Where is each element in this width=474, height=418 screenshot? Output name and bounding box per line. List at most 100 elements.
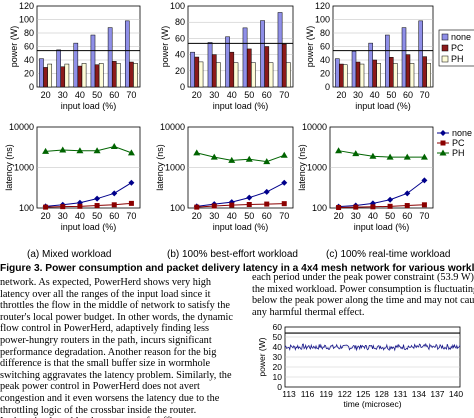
left-text-line: flow control in PowerHerd, adaptively fi… <box>0 323 210 335</box>
bar-pc <box>111 61 117 88</box>
legend-swatch-pc <box>441 44 449 52</box>
y-tick-label: 100 <box>170 203 185 213</box>
legend-label-pc: PC <box>452 138 465 148</box>
marker-ph <box>210 153 218 160</box>
bar-none <box>225 36 230 88</box>
marker-pc <box>370 204 376 210</box>
x-tick-label: 116 <box>301 389 315 399</box>
y-tick-label: 20 <box>273 362 283 372</box>
y-tick-label: 10000 <box>160 122 185 132</box>
bar-ph <box>47 63 53 88</box>
marker-pc <box>211 203 217 209</box>
series-line-ph <box>45 145 132 154</box>
y-tick-label: 100 <box>170 1 185 11</box>
bar-pc <box>422 56 427 88</box>
x-tick-label: 60 <box>262 90 272 100</box>
y-tick-label: 60 <box>273 322 283 332</box>
y-tick-label: 100 <box>312 203 327 213</box>
y-tick-label: 60 <box>24 42 34 52</box>
x-axis-label: input load (%) <box>61 222 117 232</box>
left-text-line: performance degradation. Another reason … <box>0 346 217 358</box>
y-tick-label: 100 <box>19 15 34 25</box>
x-tick-label: 70 <box>126 211 136 221</box>
x-axis-label: input load (%) <box>213 222 269 232</box>
bar-plot-frame <box>187 5 294 88</box>
left-text-line: switching aggravates the latency problem… <box>0 369 232 381</box>
x-tick-label: 50 <box>244 90 254 100</box>
bar-ph <box>343 64 348 88</box>
bar-none <box>260 20 265 88</box>
y-tick-label: 30 <box>273 352 283 362</box>
marker-ph <box>439 149 447 156</box>
x-axis-label: input load (%) <box>61 101 117 111</box>
x-tick-label: 30 <box>351 211 361 221</box>
marker-none <box>440 130 446 136</box>
bar-ph <box>359 63 365 88</box>
legend-swatch-none <box>441 33 449 41</box>
bar-pc <box>60 66 66 88</box>
legend-label-none: none <box>451 32 471 42</box>
bar-pc <box>339 63 344 88</box>
marker-pc <box>60 204 66 210</box>
x-tick-label: 60 <box>109 90 119 100</box>
marker-none <box>404 190 411 197</box>
y-axis-label: power (W) <box>9 26 19 68</box>
x-tick-label: 30 <box>58 211 68 221</box>
x-tick-label: 20 <box>41 211 51 221</box>
left-text-line: network. As expected, PowerHerd shows ve… <box>0 277 212 288</box>
bar-pc <box>264 46 270 88</box>
bar-none <box>401 27 407 88</box>
x-tick-label: 30 <box>209 90 219 100</box>
legend-label-ph: PH <box>451 54 464 64</box>
bar-none <box>385 34 390 88</box>
bar-ph <box>268 62 274 88</box>
marker-ph <box>110 143 118 150</box>
series-line-pc <box>338 204 425 208</box>
y-tick-label: 80 <box>24 28 34 38</box>
right-text-line: below the peak power along the time and … <box>252 295 474 307</box>
bar-pc <box>77 65 83 88</box>
y-tick-label: 0 <box>277 382 282 392</box>
bar-ph <box>251 62 256 88</box>
bar-ph <box>409 63 415 88</box>
x-axis-label: input load (%) <box>355 101 411 111</box>
marker-pc <box>128 200 134 206</box>
y-tick-label: 80 <box>320 28 330 38</box>
marker-pc <box>194 204 200 210</box>
y-tick-label: 80 <box>175 17 185 27</box>
x-tick-label: 60 <box>402 211 412 221</box>
x-tick-label: 20 <box>336 90 346 100</box>
bar-ph <box>81 63 87 88</box>
series-line-none <box>338 180 425 208</box>
marker-none <box>94 195 101 202</box>
y-tick-label: 0 <box>29 82 34 92</box>
marker-ph <box>228 156 236 163</box>
x-tick-label: 40 <box>227 90 237 100</box>
marker-pc <box>111 202 117 208</box>
marker-pc <box>229 202 235 208</box>
marker-ph <box>127 149 135 156</box>
bar-pc <box>43 67 48 88</box>
marker-ph <box>386 153 394 160</box>
y-tick-label: 1000 <box>307 163 327 173</box>
x-tick-label: 50 <box>385 211 395 221</box>
left-text-line: In the mixed workload, two types of traf… <box>0 416 242 418</box>
x-tick-label: 125 <box>356 389 370 399</box>
power-trace <box>284 342 461 352</box>
y-tick-label: 120 <box>19 1 34 11</box>
x-axis-label: input load (%) <box>354 222 410 232</box>
y-tick-label: 120 <box>315 1 330 11</box>
left-text-line: latency over all the ranges of the input… <box>0 288 211 300</box>
marker-none <box>281 179 288 186</box>
x-tick-label: 40 <box>75 90 85 100</box>
legend-label-none: none <box>452 128 472 138</box>
x-tick-label: 40 <box>75 211 85 221</box>
x-tick-label: 70 <box>279 211 289 221</box>
x-tick-label: 40 <box>227 211 237 221</box>
bar-pc <box>281 43 287 88</box>
y-tick-label: 0 <box>180 82 185 92</box>
x-tick-label: 30 <box>58 90 68 100</box>
bar-none <box>242 27 248 88</box>
marker-ph <box>403 153 411 160</box>
y-axis-label: latency (ns) <box>297 144 307 191</box>
